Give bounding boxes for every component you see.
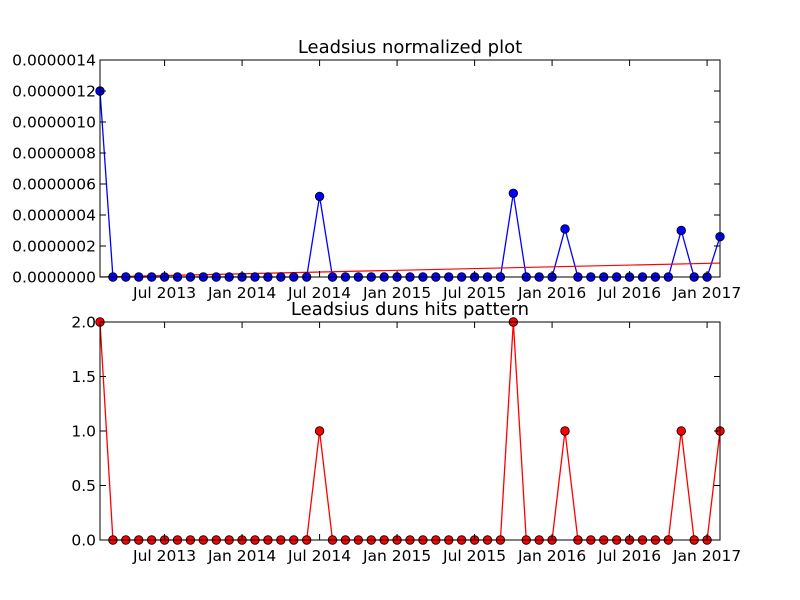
x-tick-label: Jul 2013: [132, 547, 196, 565]
data-point: [676, 426, 686, 436]
y-tick-label: 2.0: [71, 314, 96, 332]
y-tick-label: 0.0: [71, 532, 96, 550]
x-tick-label: Jan 2015: [362, 547, 431, 565]
x-tick-label: Jan 2017: [672, 284, 741, 302]
x-tick-label: Jan 2016: [517, 284, 586, 302]
chart-title: Leadsius duns hits pattern: [291, 299, 529, 320]
y-tick-label: 0.0000008: [12, 145, 96, 163]
chart-title: Leadsius normalized plot: [298, 37, 522, 58]
y-tick-label: 0.5: [71, 477, 96, 495]
x-tick-label: Jul 2016: [597, 284, 661, 302]
data-point: [560, 426, 570, 436]
data-point: [676, 225, 686, 236]
data-point: [560, 224, 570, 234]
y-tick-label: 0.0000002: [12, 238, 96, 256]
duns-hits-pattern-chart: 0.0 0.5 1.0 1.5 2.0 Jul 2013 Jan 2014 Jul 2014 J…: [71, 299, 741, 565]
x-tick-label: Jul 2015: [442, 547, 506, 565]
data-point: [508, 188, 519, 199]
axes-frame: [99, 59, 721, 278]
x-tick-label: Jan 2017: [672, 547, 741, 565]
series-line: [99, 90, 721, 278]
data-point: [314, 426, 325, 436]
x-tick-label: Jan 2015: [362, 284, 431, 302]
x-tick-label: Jul 2013: [132, 284, 196, 302]
x-tick-label: Jul 2014: [287, 284, 351, 302]
x-tick-label: Jan 2016: [517, 547, 586, 565]
y-tick-label: 1.5: [71, 368, 96, 386]
x-tick-label: Jul 2014: [287, 547, 351, 565]
y-tick-label: 0.0000000: [12, 269, 96, 287]
y-tick-label: 1.0: [71, 423, 96, 441]
y-tick-label: 0.0000012: [12, 83, 96, 101]
y-tick-label: 0.0000010: [12, 114, 96, 132]
series-line: [99, 321, 721, 541]
x-tick-label: Jan 2014: [207, 284, 276, 302]
x-tick-label: Jan 2014: [207, 547, 276, 565]
y-tick-label: 0.0000014: [12, 52, 96, 70]
normalized-plot-chart: 0.0000000 0.0000002 0.0000004 0.0000006 0.00…: [12, 37, 741, 302]
axes-frame: [99, 321, 721, 541]
y-tick-label: 0.0000004: [12, 207, 96, 225]
data-point: [314, 191, 325, 202]
x-tick-label: Jul 2016: [597, 547, 661, 565]
x-tick-label: Jul 2015: [442, 284, 506, 302]
y-tick-label: 0.0000006: [12, 176, 96, 194]
